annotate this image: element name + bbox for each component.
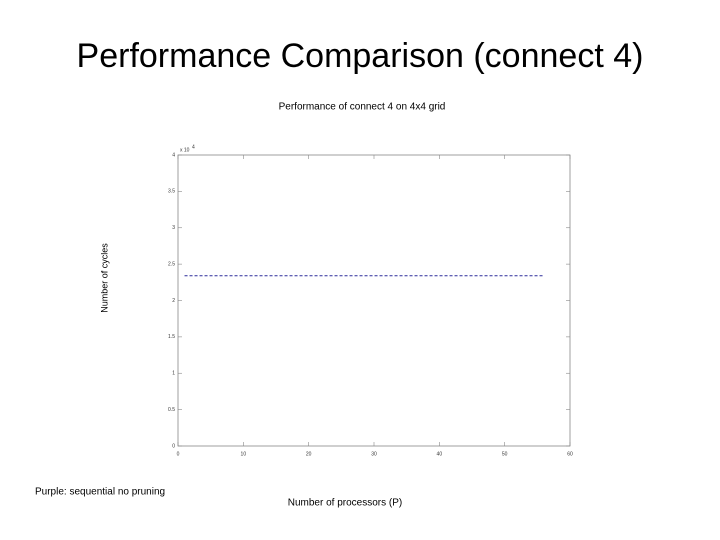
x-tick-label: 0 bbox=[177, 451, 180, 457]
y-tick-label: 1.5 bbox=[168, 334, 175, 340]
x-tick-label: 50 bbox=[502, 451, 508, 457]
y-axis-label: Number of cycles bbox=[99, 243, 109, 313]
y-tick-label: 2 bbox=[172, 298, 175, 304]
x-axis-label: Number of processors (P) bbox=[288, 498, 402, 509]
y-multiplier: x 10 bbox=[180, 147, 190, 153]
x-tick-label: 40 bbox=[437, 451, 443, 457]
y-tick-label: 1 bbox=[172, 371, 175, 377]
y-tick-label: 4 bbox=[172, 152, 175, 158]
x-tick-label: 10 bbox=[241, 451, 247, 457]
y-tick-label: 2.5 bbox=[168, 261, 175, 267]
chart-title: Performance of connect 4 on 4x4 grid bbox=[279, 102, 446, 113]
y-tick-label: 3 bbox=[172, 225, 175, 231]
slide-title: Performance Comparison (connect 4) bbox=[77, 37, 644, 75]
y-tick-label: 0 bbox=[172, 443, 175, 449]
plot-frame bbox=[177, 154, 571, 447]
x-tick-label: 20 bbox=[306, 451, 312, 457]
y-tick-label: 0.5 bbox=[168, 407, 175, 413]
x-tick-label: 30 bbox=[371, 451, 377, 457]
note: Purple: sequential no pruning bbox=[35, 487, 165, 498]
x-tick-label: 60 bbox=[567, 451, 573, 457]
y-tick-label: 3.5 bbox=[168, 189, 175, 195]
y-multiplier-exponent: 4 bbox=[192, 144, 195, 150]
